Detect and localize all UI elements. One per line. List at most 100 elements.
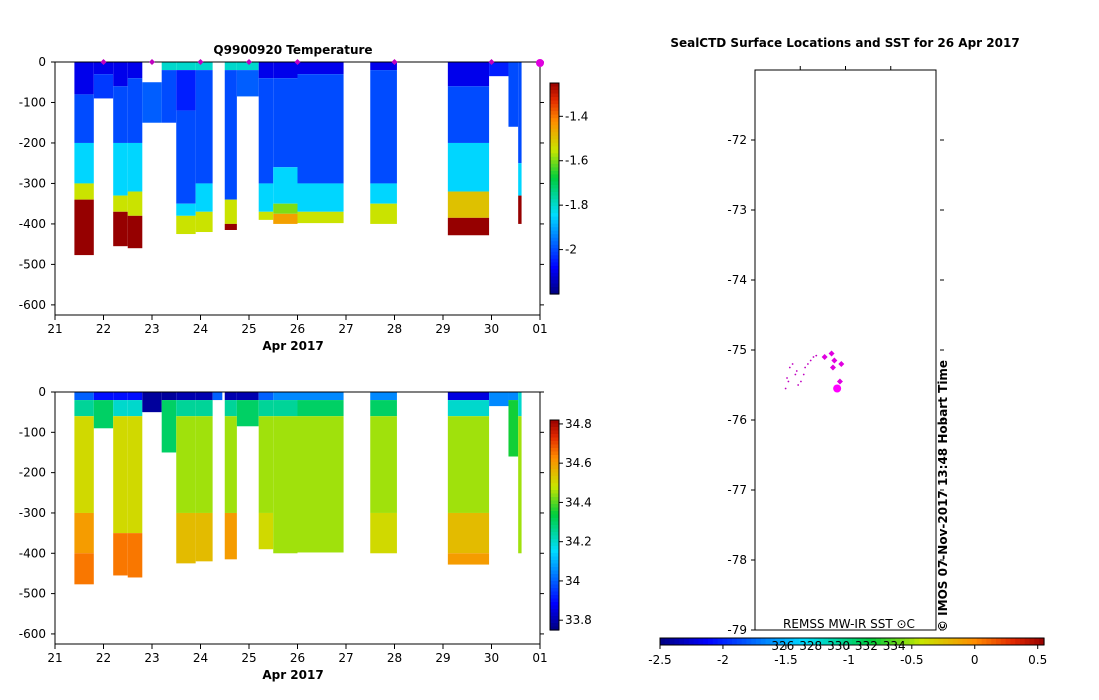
sst-colorbar-cell xyxy=(746,638,752,645)
surface-location xyxy=(821,354,828,360)
profile-cell xyxy=(370,392,397,401)
profile-cell xyxy=(74,199,94,256)
colorbar-cell xyxy=(550,430,559,435)
sst-colorbar-tick-label: -2.5 xyxy=(648,653,671,667)
sst-colorbar-cell xyxy=(1005,638,1011,645)
track-point xyxy=(804,366,807,369)
map-x-tick-label: 330 xyxy=(827,639,850,653)
profile-cell xyxy=(236,400,259,427)
sst-colorbar-tick-label: -1 xyxy=(843,653,855,667)
track-point xyxy=(809,359,812,362)
map-x-tick-label: 332 xyxy=(855,639,878,653)
profile-cell xyxy=(195,70,213,184)
profile-cell xyxy=(113,195,128,212)
colorbar-cell xyxy=(550,262,559,267)
track-point xyxy=(802,373,805,376)
x-tick-label: 01 xyxy=(532,651,547,665)
colorbar-cell xyxy=(550,525,559,530)
profile-cell xyxy=(93,62,114,75)
profile-cell xyxy=(74,62,94,95)
colorbar-cell xyxy=(550,234,559,239)
colorbar-cell xyxy=(550,598,559,603)
colorbar-cell xyxy=(550,251,559,256)
y-tick-label: -400 xyxy=(19,546,46,560)
sst-colorbar-cell xyxy=(890,638,896,645)
profile-cell xyxy=(176,416,196,513)
profile-cell xyxy=(113,400,128,417)
colorbar-cell xyxy=(550,220,559,225)
sst-colorbar-cell xyxy=(948,638,954,645)
profile-cell xyxy=(127,400,143,417)
profile-cell xyxy=(74,392,94,401)
colorbar-cell xyxy=(550,258,559,263)
profile-cell xyxy=(258,78,274,184)
sst-colorbar-cell xyxy=(1034,638,1040,645)
sst-colorbar-cell xyxy=(909,638,915,645)
profile-cell xyxy=(447,191,490,218)
colorbar-cell xyxy=(550,619,559,624)
colorbar-cell xyxy=(550,574,559,579)
y-tick-label: -600 xyxy=(19,627,46,641)
profile-cell xyxy=(195,400,213,417)
profile-cell xyxy=(258,400,274,417)
track-point xyxy=(786,377,788,379)
profile-cell xyxy=(142,392,162,413)
sst-colorbar-cell xyxy=(996,638,1002,645)
surface-location xyxy=(838,361,845,367)
profile-cell xyxy=(224,512,237,560)
y-tick-label: -100 xyxy=(19,95,46,109)
colorbar-cell xyxy=(550,286,559,292)
colorbar-cell xyxy=(550,83,559,88)
colorbar-cell xyxy=(550,209,559,214)
profile-cell xyxy=(224,392,237,401)
sst-colorbar-cell xyxy=(895,638,901,645)
x-tick-label: 28 xyxy=(387,651,402,665)
sst-colorbar-cell xyxy=(957,638,963,645)
sst-colorbar-cell xyxy=(679,638,685,645)
colorbar-cell xyxy=(550,125,559,130)
colorbar-cell xyxy=(550,514,559,519)
profile-cell xyxy=(176,215,196,235)
profile-cell xyxy=(176,400,196,417)
profile-cell xyxy=(224,199,237,224)
sst-colorbar-cell xyxy=(976,638,983,645)
profile-cell xyxy=(447,62,490,87)
surface-location xyxy=(828,350,835,357)
x-tick-label: 27 xyxy=(338,651,353,665)
x-tick-label: 21 xyxy=(47,322,62,336)
profile-cell xyxy=(127,62,143,79)
track-point xyxy=(797,384,800,386)
sst-colorbar-cell xyxy=(780,638,786,645)
current-location xyxy=(833,384,842,393)
profile-cell xyxy=(176,62,196,71)
profile-cell xyxy=(161,62,177,71)
colorbar-cell xyxy=(550,595,559,600)
colorbar-cell xyxy=(550,192,559,197)
profile-cell xyxy=(195,392,213,401)
colorbar-cell xyxy=(550,100,559,105)
colorbar-cell xyxy=(550,455,559,460)
sst-colorbar-cell xyxy=(972,638,978,645)
profile-cell xyxy=(195,62,213,71)
colorbar-cell xyxy=(550,86,559,91)
profile-cell xyxy=(176,110,196,204)
y-tick-label: -600 xyxy=(19,298,46,312)
sst-colorbar-tick-label: -2 xyxy=(717,653,729,667)
colorbar-frame xyxy=(549,419,560,631)
colorbar-cell xyxy=(550,97,559,102)
sst-colorbar-cell xyxy=(981,638,987,645)
colorbar-cell xyxy=(550,472,559,477)
profile-cell xyxy=(74,416,94,513)
sst-colorbar-cell xyxy=(760,638,767,645)
sst-colorbar-cell xyxy=(1020,638,1026,645)
colorbar-cell xyxy=(550,184,559,190)
profile-cell xyxy=(127,191,143,216)
map-y-tick-label: -77 xyxy=(727,483,747,497)
profile-cell xyxy=(127,392,143,401)
colorbar-cell xyxy=(550,146,559,151)
sst-colorbar-cell xyxy=(828,638,834,645)
colorbar-cell xyxy=(550,248,559,253)
profile-cell xyxy=(176,392,196,401)
sst-colorbar-cell xyxy=(818,638,824,645)
